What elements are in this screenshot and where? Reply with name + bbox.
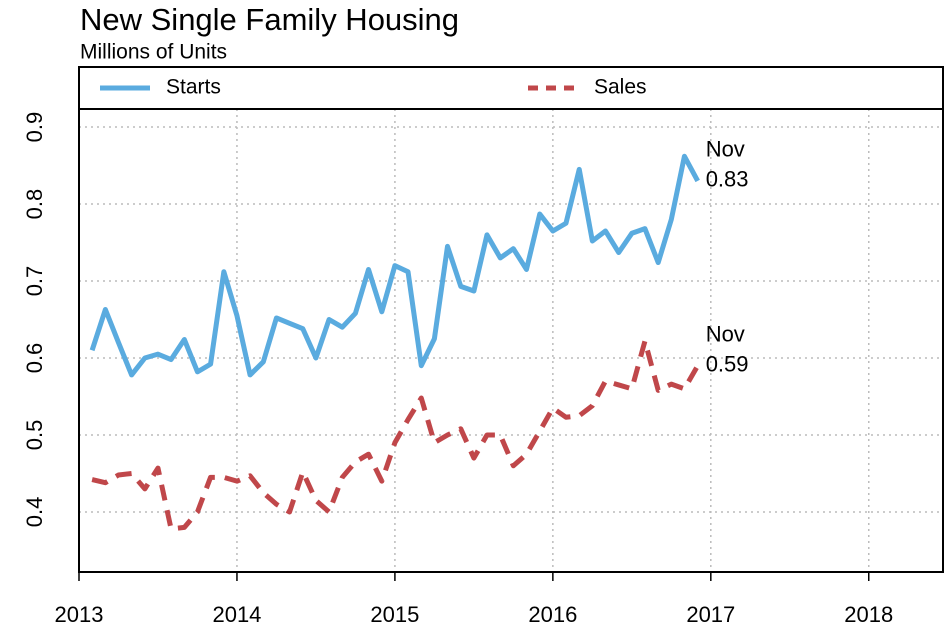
y-tick-label: 0.9 bbox=[22, 112, 47, 143]
x-tick-label: 2016 bbox=[528, 602, 577, 627]
series-line bbox=[89, 153, 700, 378]
x-tick-label: 2018 bbox=[844, 602, 893, 627]
x-tick-label: 2017 bbox=[686, 602, 735, 627]
chart-subtitle: Millions of Units bbox=[80, 41, 227, 64]
x-tick-label: 2013 bbox=[55, 602, 104, 627]
y-tick-label: 0.6 bbox=[22, 343, 47, 374]
y-tick-label: 0.7 bbox=[22, 266, 47, 297]
y-tick-label: 0.8 bbox=[22, 189, 47, 220]
y-tick-label: 0.4 bbox=[22, 497, 47, 528]
end-label: 0.59 bbox=[706, 352, 749, 377]
x-tick-label: 2015 bbox=[370, 602, 419, 627]
end-label: Nov bbox=[706, 137, 745, 162]
y-tick-label: 0.5 bbox=[22, 420, 47, 451]
chart-title: New Single Family Housing bbox=[80, 2, 459, 37]
legend-label: Starts bbox=[166, 76, 221, 99]
series-line bbox=[91, 338, 700, 532]
end-label: Nov bbox=[706, 322, 745, 347]
end-label: 0.83 bbox=[706, 167, 749, 192]
x-tick-label: 2014 bbox=[212, 602, 261, 627]
plot-frame bbox=[78, 66, 944, 573]
legend-label: Sales bbox=[594, 76, 647, 99]
